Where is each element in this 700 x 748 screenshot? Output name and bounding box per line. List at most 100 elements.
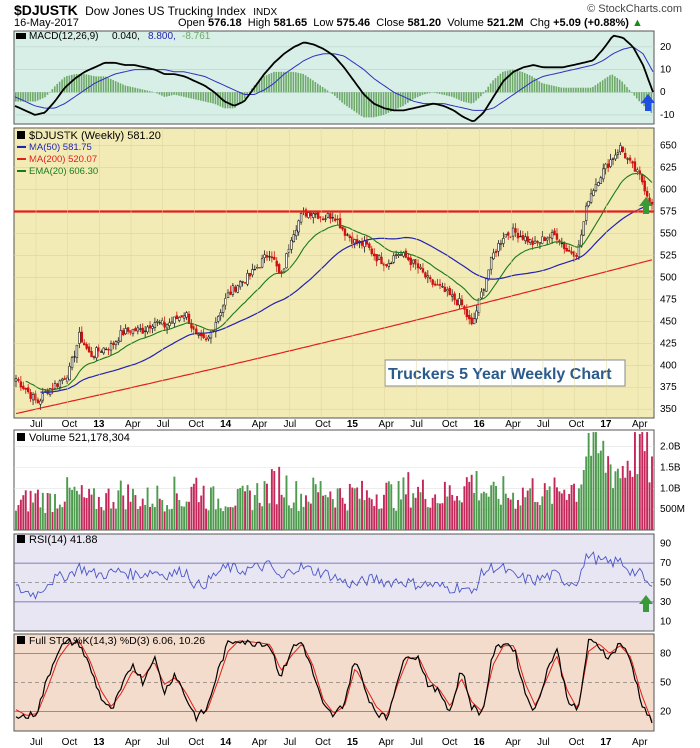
volume-bar [34, 493, 37, 530]
price-title: $DJUSTK (Weekly) 581.20 [29, 130, 161, 142]
price-candle [426, 275, 430, 278]
macd-y-tick: 0 [660, 87, 666, 98]
close-label: Close [376, 17, 405, 29]
high-value: 581.65 [273, 17, 308, 29]
price-candle [319, 216, 322, 218]
price-candle [219, 312, 222, 317]
price-y-tick: 450 [660, 316, 677, 327]
volume-bar [551, 503, 554, 530]
price-candle [619, 145, 622, 153]
price-candle [251, 269, 254, 276]
macd-hist-bar [282, 71, 285, 93]
price-candle [161, 320, 164, 325]
volume-bar [88, 488, 91, 530]
price-candle [114, 341, 118, 346]
volume-bar [17, 505, 20, 530]
volume-bar [83, 497, 86, 530]
macd-hist-bar [61, 79, 63, 93]
volume-bar [414, 497, 417, 530]
price-candle [521, 235, 525, 240]
ma50-line [40, 203, 653, 393]
macd-hist-bar [260, 78, 263, 93]
macd-hist-bar [195, 92, 197, 100]
price-candle [346, 234, 349, 236]
price-x-tick: 17 [600, 419, 612, 430]
price-candle [443, 286, 447, 292]
volume-bar [207, 510, 210, 530]
sto-x-tick: Jul [30, 737, 43, 748]
macd-hist-bar [78, 74, 80, 93]
price-candle [390, 262, 393, 265]
macd-hist-bar [212, 92, 214, 104]
volume-bar [261, 506, 264, 530]
price-candle [460, 299, 464, 306]
price-candle [90, 351, 93, 358]
price-candle [541, 236, 544, 244]
price-candle [26, 387, 30, 393]
volume-bar [134, 495, 137, 530]
price-candle [290, 239, 293, 250]
price-candle [433, 283, 437, 286]
price-candle [168, 322, 171, 326]
volume-bar [280, 494, 283, 530]
macd-hist-bar [178, 92, 180, 96]
macd-hist-bar [273, 71, 275, 93]
macd-hist-bar [407, 92, 409, 103]
macd-hist-bar [302, 73, 304, 93]
price-candle [238, 281, 242, 288]
price-candle [234, 286, 237, 292]
price-candle [95, 347, 98, 359]
volume-bar [478, 500, 480, 530]
price-candle [316, 211, 320, 219]
price-candle [458, 298, 461, 306]
macd-legend-swatch [16, 33, 26, 39]
macd-hist-bar [190, 92, 192, 99]
volume-bar [15, 510, 17, 530]
price-candle [441, 286, 444, 288]
macd-hist-bar [394, 92, 397, 110]
price-y-tick: 650 [660, 141, 677, 152]
price-candle [480, 291, 483, 299]
volume-bar [41, 492, 44, 530]
volume-bar [524, 497, 527, 530]
volume-bar [451, 494, 454, 530]
volume-bar [129, 501, 132, 530]
macd-hist-bar [243, 92, 246, 99]
volume-bar [236, 488, 239, 530]
volume-bar [93, 488, 95, 530]
price-candle [507, 232, 510, 236]
volume-bar [183, 506, 186, 530]
macd-hist-bar [377, 92, 380, 117]
price-candle [170, 321, 174, 324]
volume-bar [585, 456, 588, 530]
macd-hist-bar [555, 86, 558, 93]
macd-hist-bar [29, 92, 32, 102]
low-value: 575.46 [336, 17, 371, 29]
sto-y-tick: 50 [660, 678, 672, 689]
volume-value: 521.2M [487, 17, 524, 29]
price-x-tick: Jul [283, 419, 296, 430]
price-candle [582, 221, 585, 236]
price-candle [158, 322, 161, 324]
macd-hist-bar [292, 71, 295, 93]
macd-hist-bar [436, 92, 438, 94]
macd-hist-bar [336, 92, 339, 99]
macd-hist-bar [616, 77, 619, 93]
price-x-tick: Jul [30, 419, 43, 430]
volume-bar [482, 491, 485, 530]
price-candle [363, 240, 366, 248]
price-candle [141, 327, 144, 334]
macd-hist-bar [402, 92, 404, 107]
volume-bar [100, 507, 103, 530]
price-candle [334, 218, 337, 221]
volume-bar [244, 491, 247, 530]
macd-hist-bar [390, 92, 392, 112]
rsi-line [15, 551, 653, 600]
macd-hist-bar [321, 87, 324, 93]
price-candle [604, 163, 607, 170]
price-candle [53, 383, 57, 389]
price-candle [450, 294, 454, 297]
volume-bar [378, 508, 381, 530]
price-candle [309, 212, 313, 217]
volume-bar [365, 490, 368, 530]
